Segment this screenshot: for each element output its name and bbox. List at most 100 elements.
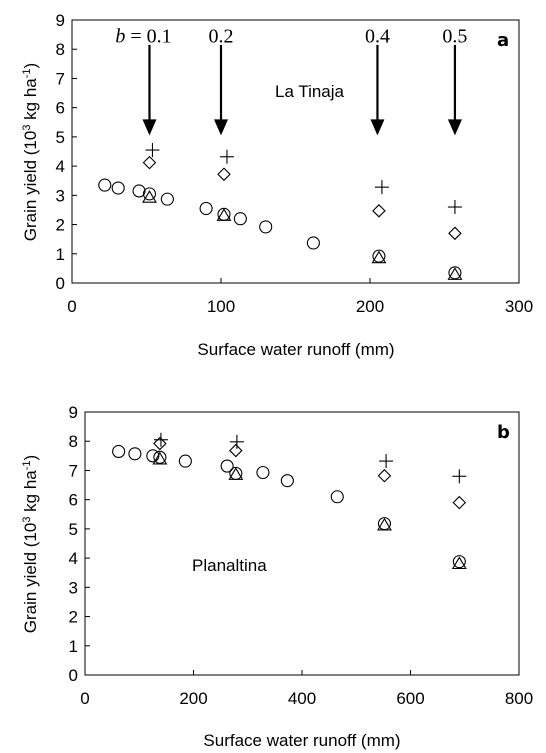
triangle-point: [376, 517, 392, 531]
y-tick-label: 4: [56, 157, 65, 176]
diamond-point: [372, 204, 386, 218]
circle-point: [199, 201, 213, 216]
circle-point: [111, 181, 125, 195]
panel-a: a La Tinaja Surface water runoff (mm) Gr…: [21, 11, 533, 359]
y-tick-label: 3: [69, 578, 78, 597]
circle-point: [132, 184, 146, 198]
panel-b-marks: [112, 432, 467, 570]
triangle-point: [447, 267, 463, 280]
arrow-head: [447, 119, 462, 136]
arrow-head: [142, 119, 157, 136]
y-tick-label: 6: [69, 491, 78, 510]
circle-point: [280, 474, 294, 488]
panel-b-ticks: 0 1 2 3 4 5 6 7 8 9 0 200 400 600 800: [69, 403, 534, 708]
y-tick-label: 0: [56, 274, 65, 293]
y-tick-label: 9: [69, 403, 78, 422]
triangle-point: [451, 556, 467, 570]
y-tick-label: 2: [56, 216, 65, 235]
plus-point: [229, 434, 244, 449]
circle-point: [233, 212, 247, 226]
diamond-point: [452, 495, 467, 510]
panel-b-site-label: Planaltina: [192, 556, 267, 575]
panel-a-x-axis-title: Surface water runoff (mm): [197, 340, 394, 359]
panel-b-frame: [84, 411, 520, 676]
circle-point: [153, 450, 167, 464]
plus-point: [452, 469, 467, 484]
panel-a-arrows: b = 0.1 0.2 0.4 0.5: [115, 26, 467, 136]
panel-b-letter: b: [497, 422, 510, 443]
diamond-point: [229, 443, 243, 458]
circle-point: [372, 249, 386, 263]
panel-a-site-label: La Tinaja: [275, 82, 345, 101]
plus-point: [153, 432, 168, 447]
diamond-point: [217, 167, 231, 182]
y-tick-label: 2: [69, 608, 78, 627]
panel-a-y-axis-title: Grain yield (103 kg ha-1): [21, 63, 40, 241]
panel-a-frame: [71, 19, 520, 284]
arrow-label: 0.4: [365, 26, 390, 48]
y-tick-label: 1: [56, 245, 65, 264]
diamond-point: [377, 468, 392, 483]
y-tick-label: 8: [56, 40, 65, 59]
circle-point: [142, 187, 157, 201]
arrow-label: 0.2: [209, 26, 234, 48]
circle-point: [256, 465, 270, 480]
panel-b: b Planaltina Surface water runoff (mm) G…: [21, 403, 533, 750]
plus-point: [374, 180, 389, 195]
y-tick-label: 6: [56, 99, 65, 118]
circle-point: [178, 454, 192, 468]
y-tick-label: 7: [69, 461, 78, 480]
y-tick-label: 3: [56, 186, 65, 205]
circle-point: [259, 220, 273, 234]
triangle-point: [371, 250, 387, 264]
plus-point: [379, 454, 394, 469]
circle-point: [448, 266, 462, 280]
plus-point: [219, 149, 234, 164]
y-tick-label: 8: [69, 432, 78, 451]
panel-a-ticks: 0 1 2 3 4 5 6 7 8 9 0 100 200 300: [56, 11, 534, 316]
arrow-label: b = 0.1: [115, 26, 171, 48]
triangle-point: [152, 451, 168, 465]
x-tick-label: 200: [356, 297, 384, 316]
x-tick-label: 600: [396, 689, 424, 708]
panel-a-marks: [98, 143, 463, 280]
y-tick-label: 7: [56, 69, 65, 88]
circle-point: [146, 449, 160, 463]
panel-b-x-axis-title: Surface water runoff (mm): [203, 731, 400, 750]
plus-point: [447, 200, 462, 215]
y-tick-label: 5: [69, 520, 78, 539]
circle-point: [330, 490, 344, 504]
y-tick-label: 0: [69, 666, 78, 685]
x-tick-label: 800: [505, 689, 533, 708]
y-tick-label: 5: [56, 128, 65, 147]
circle-point: [160, 192, 174, 206]
x-tick-label: 0: [80, 689, 89, 708]
y-tick-label: 9: [56, 11, 65, 30]
diamond-point: [153, 436, 167, 451]
circle-point: [128, 447, 142, 461]
x-tick-label: 300: [505, 297, 533, 316]
diamond-point: [142, 155, 157, 170]
panel-a-letter: a: [497, 30, 509, 51]
circle-point: [112, 444, 126, 459]
y-tick-label: 4: [69, 549, 78, 568]
y-tick-label: 1: [69, 637, 78, 656]
circle-point: [452, 555, 466, 569]
x-tick-label: 200: [179, 689, 207, 708]
diamond-point: [448, 226, 462, 241]
arrow-head: [214, 119, 228, 136]
triangle-point: [142, 190, 157, 203]
plus-point: [145, 143, 160, 158]
arrow-head: [370, 119, 385, 136]
circle-point: [220, 459, 234, 473]
circle-point: [306, 236, 320, 250]
x-tick-label: 100: [207, 297, 235, 316]
x-tick-label: 400: [288, 689, 316, 708]
circle-point: [98, 178, 112, 192]
triangle-point: [228, 467, 244, 480]
x-tick-label: 0: [67, 297, 76, 316]
triangle-point: [216, 208, 232, 221]
arrow-label: 0.5: [442, 26, 467, 48]
panel-b-y-axis-title: Grain yield (103 kg ha-1): [21, 455, 40, 633]
